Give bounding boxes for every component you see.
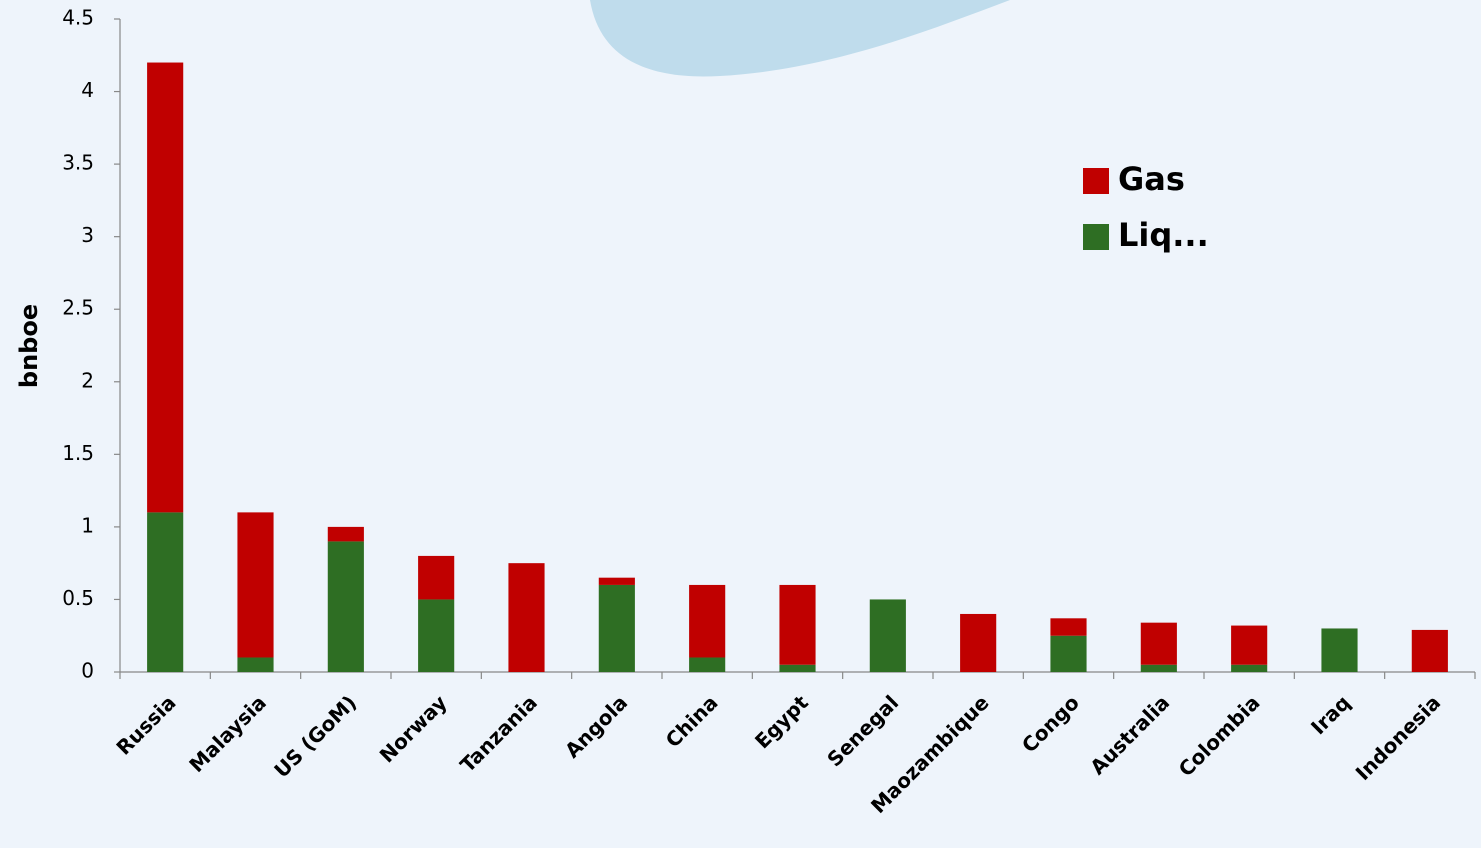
bar-segment — [870, 599, 906, 672]
bar-segment — [599, 578, 635, 585]
page: bnboe 00.511.522.533.544.5RussiaMalaysia… — [0, 0, 1481, 848]
legend-swatch — [1083, 168, 1109, 194]
bar-segment — [1231, 665, 1267, 672]
bar-segment — [1050, 636, 1086, 672]
bar-segment — [237, 512, 273, 657]
y-tick-label: 1 — [81, 513, 94, 537]
bar-segment — [689, 585, 725, 658]
y-tick-label: 3 — [81, 223, 94, 247]
background — [0, 0, 1481, 848]
bar-segment — [508, 563, 544, 672]
bar-segment — [1141, 665, 1177, 672]
bar-segment — [1321, 628, 1357, 672]
legend-swatch — [1083, 224, 1109, 250]
bar-segment — [147, 63, 183, 513]
y-tick-label: 1.5 — [62, 441, 94, 465]
bar-segment — [1231, 626, 1267, 665]
bar-segment — [779, 585, 815, 665]
bar-segment — [960, 614, 996, 672]
bar-segment — [418, 556, 454, 600]
bar-segment — [237, 657, 273, 672]
bar-segment — [689, 657, 725, 672]
bar-segment — [1412, 630, 1448, 672]
legend-label: Gas — [1118, 160, 1185, 198]
bar-segment — [418, 599, 454, 672]
y-axis-label: bnboe — [15, 304, 43, 388]
bar-segment — [1141, 623, 1177, 665]
y-tick-label: 3.5 — [62, 151, 94, 175]
bar-segment — [328, 527, 364, 542]
bar-segment — [147, 512, 183, 672]
y-tick-label: 4.5 — [62, 6, 94, 30]
y-tick-label: 0 — [81, 659, 94, 683]
y-tick-label: 2.5 — [62, 296, 94, 320]
y-tick-label: 2 — [81, 368, 94, 392]
bar-segment — [1050, 618, 1086, 635]
legend-label: Liq... — [1118, 216, 1209, 254]
chart: bnboe 00.511.522.533.544.5RussiaMalaysia… — [0, 0, 1481, 848]
bar-segment — [779, 665, 815, 672]
bar-segment — [599, 585, 635, 672]
y-tick-label: 0.5 — [62, 586, 94, 610]
y-tick-label: 4 — [81, 78, 94, 102]
bar-segment — [328, 541, 364, 672]
